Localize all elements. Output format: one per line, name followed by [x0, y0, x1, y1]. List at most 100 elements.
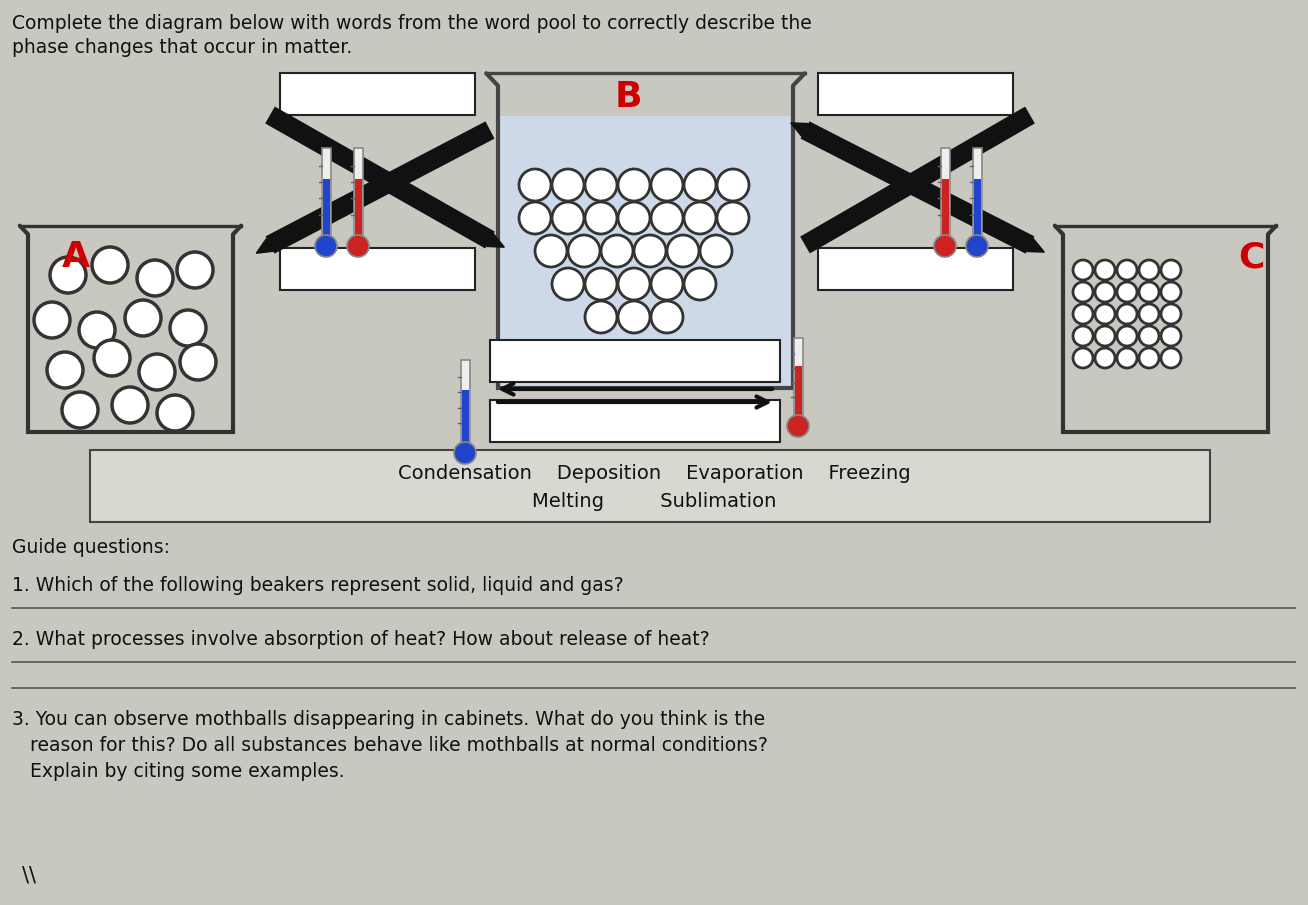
Circle shape [684, 268, 715, 300]
Circle shape [1117, 326, 1137, 346]
Circle shape [1073, 348, 1093, 368]
Circle shape [651, 202, 683, 234]
Circle shape [1117, 304, 1137, 324]
Polygon shape [791, 123, 808, 137]
Text: phase changes that occur in matter.: phase changes that occur in matter. [12, 38, 352, 57]
Text: 3. You can observe mothballs disappearing in cabinets. What do you think is the: 3. You can observe mothballs disappearin… [12, 710, 765, 729]
Circle shape [47, 352, 82, 388]
Circle shape [787, 415, 810, 437]
Circle shape [1117, 348, 1137, 368]
Bar [280, 73, 475, 115]
Bar [323, 179, 330, 238]
Bar [794, 366, 802, 418]
Circle shape [717, 202, 749, 234]
Circle shape [568, 235, 600, 267]
Circle shape [50, 257, 86, 293]
Bar [942, 179, 948, 238]
Text: Complete the diagram below with words from the word pool to correctly describe t: Complete the diagram below with words fr… [12, 14, 812, 33]
Circle shape [126, 300, 161, 336]
Circle shape [651, 169, 683, 201]
Bar [90, 450, 1210, 522]
Bar [354, 179, 361, 238]
Bar [353, 148, 362, 238]
Circle shape [34, 302, 71, 338]
Circle shape [552, 268, 583, 300]
Circle shape [92, 247, 128, 283]
Circle shape [1117, 282, 1137, 302]
Circle shape [519, 169, 551, 201]
Circle shape [1095, 326, 1114, 346]
Circle shape [1139, 348, 1159, 368]
Bar [490, 340, 780, 382]
Circle shape [651, 268, 683, 300]
Bar [818, 73, 1012, 115]
Circle shape [934, 235, 956, 257]
Circle shape [1139, 260, 1159, 280]
Circle shape [315, 235, 337, 257]
Text: \\: \\ [22, 865, 37, 885]
Circle shape [535, 235, 566, 267]
Circle shape [139, 354, 175, 390]
Circle shape [1073, 260, 1093, 280]
Bar [973, 148, 981, 238]
Text: Guide questions:: Guide questions: [12, 538, 170, 557]
Circle shape [667, 235, 698, 267]
Circle shape [684, 202, 715, 234]
Text: Condensation    Deposition    Evaporation    Freezing: Condensation Deposition Evaporation Free… [398, 464, 910, 483]
Circle shape [1073, 282, 1093, 302]
Circle shape [684, 169, 715, 201]
Polygon shape [487, 233, 505, 247]
Circle shape [519, 202, 551, 234]
Bar [322, 148, 331, 238]
Circle shape [112, 387, 148, 423]
Circle shape [1117, 260, 1137, 280]
Circle shape [1073, 304, 1093, 324]
Circle shape [1139, 304, 1159, 324]
Circle shape [157, 395, 194, 431]
Bar [490, 400, 780, 442]
Polygon shape [1027, 239, 1044, 252]
Bar [498, 116, 793, 388]
Text: 2. What processes involve absorption of heat? How about release of heat?: 2. What processes involve absorption of … [12, 630, 710, 649]
Circle shape [1162, 326, 1181, 346]
Circle shape [137, 260, 173, 296]
Circle shape [1073, 326, 1093, 346]
Circle shape [617, 268, 650, 300]
Circle shape [1162, 304, 1181, 324]
Circle shape [1095, 260, 1114, 280]
Circle shape [651, 301, 683, 333]
Bar [280, 248, 475, 290]
Circle shape [1139, 282, 1159, 302]
Text: Melting         Sublimation: Melting Sublimation [532, 492, 776, 511]
Circle shape [181, 344, 216, 380]
Circle shape [1095, 304, 1114, 324]
Circle shape [94, 340, 129, 376]
Circle shape [1095, 282, 1114, 302]
Bar [460, 360, 470, 445]
Bar [462, 390, 468, 445]
Circle shape [1095, 348, 1114, 368]
Text: Explain by citing some examples.: Explain by citing some examples. [12, 762, 344, 781]
Circle shape [1139, 326, 1159, 346]
Bar [818, 248, 1012, 290]
Circle shape [617, 301, 650, 333]
Bar [940, 148, 950, 238]
Bar [794, 338, 803, 418]
Circle shape [617, 202, 650, 234]
Circle shape [700, 235, 732, 267]
Text: A: A [61, 240, 90, 274]
Circle shape [454, 442, 476, 464]
Circle shape [177, 252, 213, 288]
Text: C: C [1237, 240, 1265, 274]
Circle shape [717, 169, 749, 201]
Circle shape [585, 202, 617, 234]
Circle shape [1162, 348, 1181, 368]
Circle shape [1162, 260, 1181, 280]
Bar [973, 179, 981, 238]
Circle shape [585, 268, 617, 300]
Circle shape [347, 235, 369, 257]
Circle shape [634, 235, 666, 267]
Circle shape [585, 169, 617, 201]
Circle shape [617, 169, 650, 201]
Circle shape [585, 301, 617, 333]
